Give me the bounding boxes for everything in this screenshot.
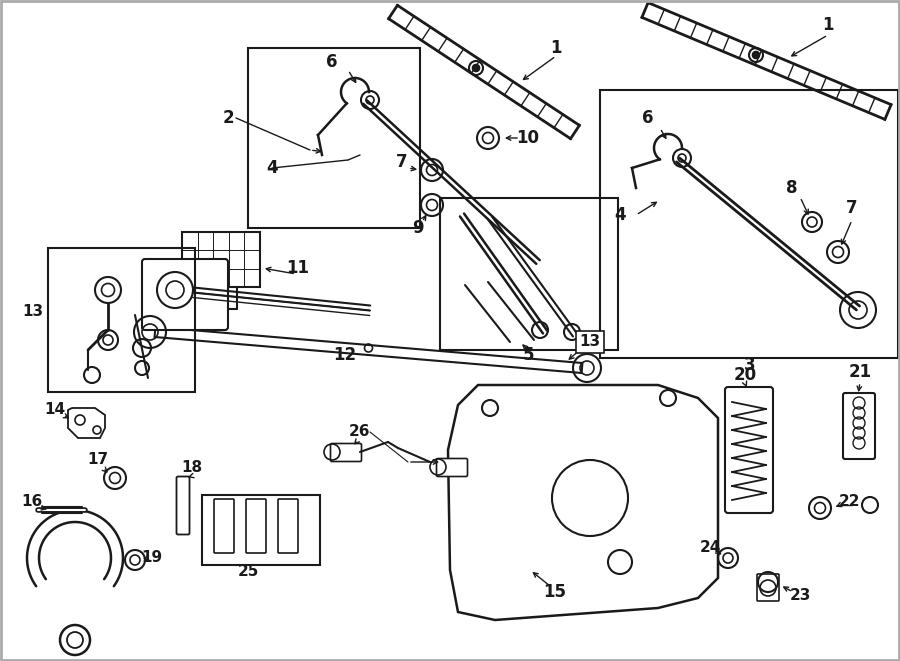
Text: 18: 18	[182, 461, 202, 475]
Text: 4: 4	[266, 159, 278, 177]
Text: 7: 7	[396, 153, 408, 171]
Text: 3: 3	[744, 356, 756, 374]
Circle shape	[472, 65, 480, 71]
Text: 15: 15	[544, 583, 566, 601]
Text: 10: 10	[517, 129, 539, 147]
Circle shape	[752, 52, 760, 59]
Bar	[48, 248, 195, 392]
Bar	[600, 90, 898, 358]
Text: 14: 14	[44, 403, 66, 418]
Bar	[440, 198, 618, 350]
Polygon shape	[448, 385, 718, 620]
Text: 26: 26	[349, 424, 371, 440]
FancyBboxPatch shape	[176, 477, 190, 535]
Text: 21: 21	[849, 363, 871, 381]
FancyBboxPatch shape	[843, 393, 875, 459]
Text: 1: 1	[823, 16, 833, 34]
FancyBboxPatch shape	[214, 499, 234, 553]
FancyBboxPatch shape	[436, 459, 467, 477]
Polygon shape	[68, 408, 105, 438]
Text: 17: 17	[87, 453, 109, 467]
Text: 6: 6	[643, 109, 653, 127]
FancyBboxPatch shape	[278, 499, 298, 553]
Text: 2: 2	[222, 109, 234, 127]
FancyBboxPatch shape	[182, 232, 260, 287]
Text: 13: 13	[580, 334, 600, 350]
Text: 9: 9	[412, 219, 424, 237]
Text: 24: 24	[699, 541, 721, 555]
FancyBboxPatch shape	[757, 574, 779, 601]
Bar	[202, 495, 320, 565]
Text: 16: 16	[22, 494, 42, 510]
FancyBboxPatch shape	[330, 444, 362, 461]
Text: 13: 13	[22, 305, 43, 319]
Text: 11: 11	[286, 259, 310, 277]
Text: 20: 20	[734, 366, 757, 384]
Text: 25: 25	[238, 564, 258, 580]
Polygon shape	[155, 327, 582, 373]
Text: 8: 8	[787, 179, 797, 197]
Text: 1: 1	[550, 39, 562, 57]
Text: 23: 23	[789, 588, 811, 603]
Bar	[248, 48, 420, 228]
FancyBboxPatch shape	[246, 499, 266, 553]
Text: 19: 19	[141, 551, 163, 566]
Text: 12: 12	[333, 346, 356, 364]
Text: 7: 7	[846, 199, 858, 217]
Text: 6: 6	[326, 53, 338, 71]
FancyBboxPatch shape	[725, 387, 773, 513]
Text: 5: 5	[522, 346, 534, 364]
FancyBboxPatch shape	[142, 259, 228, 330]
Text: 4: 4	[614, 206, 626, 224]
Text: 22: 22	[839, 494, 860, 510]
